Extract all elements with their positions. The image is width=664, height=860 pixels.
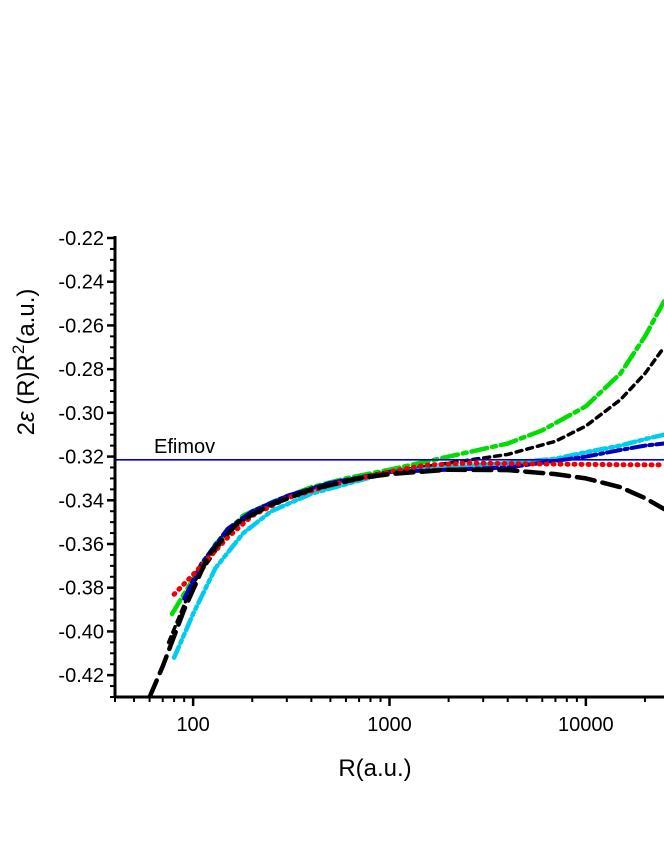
y-axis-label-prefix: 2 bbox=[13, 422, 40, 435]
y-tick-label: -0.32 bbox=[58, 447, 104, 469]
y-tick-label: -0.34 bbox=[58, 490, 104, 512]
series-line-2 bbox=[166, 345, 664, 645]
series-line-6 bbox=[147, 467, 664, 697]
y-axis-label-suffix: (a.u.) bbox=[13, 289, 40, 345]
x-tick-label: 100 bbox=[176, 714, 209, 736]
x-tick-label: 1000 bbox=[367, 714, 412, 736]
y-axis-label: 2ε (R)R2(a.u.) bbox=[9, 289, 40, 436]
x-axis-label: R(a.u.) bbox=[338, 755, 411, 782]
y-tick-label: -0.36 bbox=[58, 534, 104, 556]
y-tick-label: -0.22 bbox=[58, 228, 104, 250]
x-tick-label: 10000 bbox=[558, 714, 614, 736]
y-axis-label-epsilon: ε bbox=[13, 411, 40, 422]
y-tick-label: -0.38 bbox=[58, 578, 104, 600]
y-tick-label: -0.30 bbox=[58, 403, 104, 425]
y-tick-label: -0.26 bbox=[58, 315, 104, 337]
svg-text:2ε (R)R2(a.u.): 2ε (R)R2(a.u.) bbox=[9, 289, 40, 436]
series-line-4 bbox=[182, 441, 664, 601]
y-axis-label-middle: (R)R bbox=[13, 354, 40, 411]
series-layer bbox=[147, 299, 664, 697]
y-tick-label: -0.42 bbox=[58, 665, 104, 687]
y-tick-label: -0.24 bbox=[58, 272, 104, 294]
y-tick-label: -0.40 bbox=[58, 621, 104, 643]
y-axis-label-superscript: 2 bbox=[9, 345, 28, 354]
y-tick-label: -0.28 bbox=[58, 359, 104, 381]
efimov-label: Efimov bbox=[154, 436, 215, 458]
axes: -0.22 -0.24 -0.26 -0.28 -0.30 -0.32 -0.34 -0.36… bbox=[58, 228, 664, 736]
series-line-5 bbox=[171, 460, 664, 597]
